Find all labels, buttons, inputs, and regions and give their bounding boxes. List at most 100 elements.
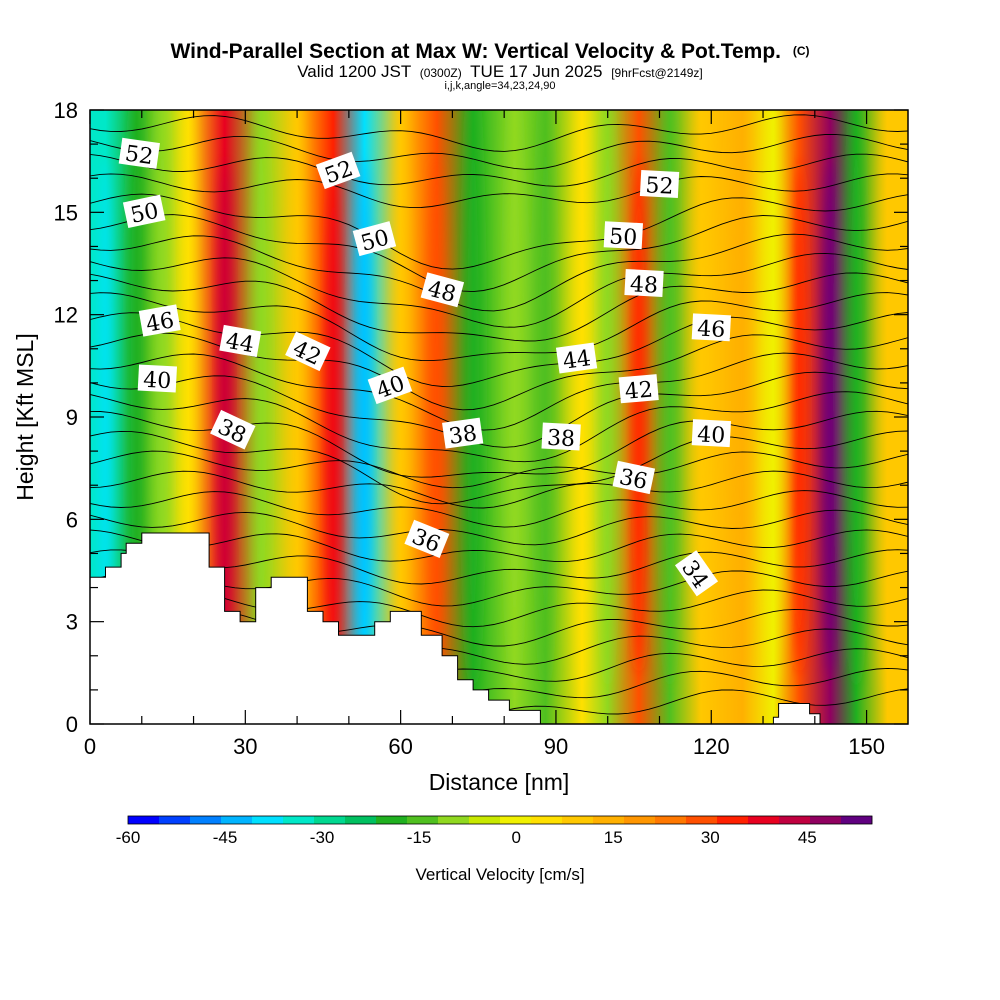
- velocity-core: [846, 110, 867, 690]
- contour-label-text: 40: [143, 368, 172, 394]
- colorbar-swatch: [748, 816, 780, 824]
- colorbar-swatch: [841, 816, 873, 824]
- subtitle-utc: (0300Z): [420, 66, 462, 80]
- contour-label-box: [555, 342, 598, 374]
- colorbar-tick-label: -15: [407, 828, 432, 847]
- colorbar-swatch: [562, 816, 594, 824]
- contour-label: 50: [122, 194, 166, 229]
- contour-label-box: [420, 272, 465, 308]
- colorbar-swatch: [314, 816, 346, 824]
- contour-label-box: [315, 151, 361, 190]
- colorbar: -60 -45 -30 -15 0 15 30 45: [116, 815, 873, 847]
- colorbar-tick-label: 30: [701, 828, 720, 847]
- theta-contour-line: [90, 470, 908, 509]
- contour-label-text: 46: [697, 317, 726, 343]
- velocity-core: [597, 110, 618, 690]
- x-tick-label: 0: [84, 734, 96, 759]
- velocity-core: [463, 110, 484, 690]
- contour-label: 50: [603, 221, 644, 251]
- subtitle-fcst: [9hrFcst@2149z]: [611, 66, 703, 80]
- contour-label: 40: [137, 364, 178, 394]
- velocity-core: [823, 159, 838, 675]
- colorbar-swatch: [593, 816, 625, 824]
- contour-label: 52: [315, 151, 361, 190]
- colorbar-swatch: [252, 816, 284, 824]
- contour-label-text: 44: [224, 329, 256, 358]
- colorbar-tick-label: 45: [798, 828, 817, 847]
- colorbar-swatch: [717, 816, 749, 824]
- contour-label: 48: [420, 272, 465, 308]
- contour-label-text: 36: [617, 465, 650, 495]
- colorbar-swatch: [779, 816, 811, 824]
- theta-contour-line: [90, 133, 908, 170]
- contour-label: 52: [118, 137, 160, 170]
- theta-contour-line: [90, 509, 908, 546]
- contour-label-box: [639, 170, 680, 198]
- colorbar-swatch: [407, 816, 439, 824]
- velocity-core: [792, 159, 807, 675]
- contour-label-box: [352, 221, 397, 257]
- velocity-core: [357, 159, 372, 675]
- y-tick-label: 15: [54, 200, 78, 225]
- contour-label-box: [367, 366, 413, 405]
- contour-label: 36: [612, 460, 656, 495]
- colorbar-swatch: [624, 816, 656, 824]
- contour-label-box: [137, 364, 178, 393]
- colorbar-swatch: [500, 816, 532, 824]
- theta-contour-line: [90, 589, 908, 628]
- theta-contour-line: [90, 569, 908, 607]
- colorbar-swatch: [190, 816, 222, 824]
- chart-grid-info: i,j,k,angle=34,23,24,90: [444, 80, 555, 92]
- colorbar-swatch: [159, 816, 191, 824]
- theta-contour-line: [90, 371, 908, 448]
- contour-label: 50: [352, 221, 397, 257]
- contour-label: 48: [624, 269, 664, 299]
- colorbar-swatch: [128, 816, 160, 824]
- contour-label: 38: [442, 417, 484, 450]
- theta-contour-line: [90, 114, 908, 152]
- x-tick-label: 30: [233, 734, 257, 759]
- colorbar-swatch: [345, 816, 377, 824]
- contour-label-text: 46: [144, 308, 176, 337]
- theta-contour-line: [90, 529, 908, 563]
- contour-label: 40: [691, 419, 732, 449]
- theta-contour-line: [90, 214, 908, 293]
- contour-label-box: [285, 331, 331, 372]
- colorbar-tick-label: -30: [310, 828, 335, 847]
- chart-title-mark: (C): [793, 44, 810, 58]
- colorbar-title: Vertical Velocity [cm/s]: [415, 865, 584, 884]
- contour-label-box: [219, 324, 262, 358]
- colorbar-swatch: [655, 816, 687, 824]
- theta-contour-line: [90, 430, 908, 505]
- contour-label-text: 52: [123, 141, 154, 170]
- theta-contour-line: [90, 153, 908, 187]
- velocity-core: [763, 110, 784, 690]
- contour-label-box: [618, 374, 659, 404]
- theta-contours: [90, 114, 908, 724]
- y-tick-label: 9: [66, 405, 78, 430]
- contour-label-text: 42: [624, 378, 654, 405]
- y-tick-label: 12: [54, 303, 78, 328]
- x-tick-label: 60: [388, 734, 412, 759]
- contour-label-text: 48: [629, 272, 658, 298]
- contour-label-box: [691, 313, 732, 342]
- contour-label-text: 52: [645, 173, 674, 199]
- contour-label: 44: [219, 324, 262, 358]
- contour-label: 38: [541, 422, 581, 452]
- contour-label-text: 38: [546, 426, 575, 452]
- contour-label: 52: [639, 170, 680, 200]
- contour-label-box: [612, 460, 656, 495]
- velocity-core: [98, 159, 113, 675]
- colorbar-tick-label: -60: [116, 828, 141, 847]
- colorbar-swatch: [469, 816, 501, 824]
- contour-label-box: [674, 550, 719, 597]
- contour-label-box: [404, 519, 450, 559]
- contour-label-text: 38: [447, 421, 478, 450]
- colorbar-swatch: [686, 816, 718, 824]
- contour-label: 44: [555, 342, 598, 375]
- colorbar-swatch: [531, 816, 563, 824]
- theta-contour-line: [90, 252, 908, 328]
- theta-contour-line: [90, 549, 908, 585]
